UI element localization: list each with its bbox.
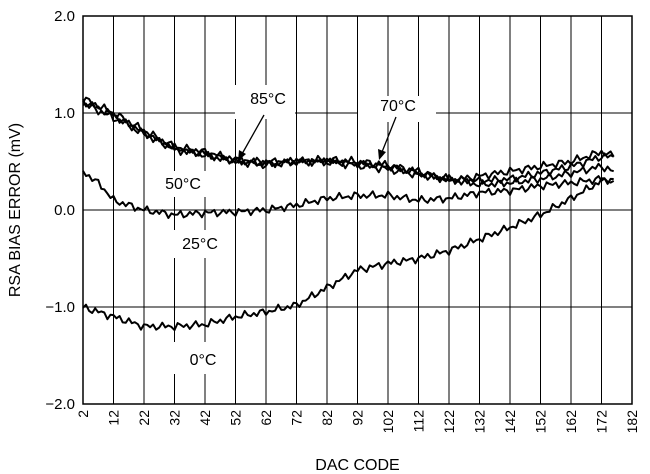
- y-tick-label: 2.0: [54, 8, 75, 25]
- series-line-4: [82, 177, 614, 332]
- x-tick-label: 132: [472, 410, 488, 434]
- annotation-backdrop-2: [149, 171, 217, 197]
- arrow-85c-line: [241, 114, 265, 155]
- annotation-backdrop-3: [166, 230, 232, 258]
- x-tick-label: 72: [289, 410, 305, 426]
- annotation-backdrop-1: [358, 96, 436, 122]
- annotation-label: 0°C: [190, 352, 217, 369]
- annotation-backdrop-0: [235, 85, 295, 119]
- x-tick-label: 152: [533, 410, 549, 434]
- x-tick-labels: 2 12 22 32 42 52 62 72 82 92 102 112 122 132 142 152 162…: [75, 410, 640, 434]
- x-tick-label: 82: [319, 410, 335, 426]
- x-tick-label: 162: [563, 410, 579, 434]
- y-axis-label: RSA BIAS ERROR (mV): [7, 123, 24, 297]
- x-tick-label: 122: [441, 410, 457, 434]
- x-tick-label: 22: [136, 410, 152, 426]
- series-line-0: [82, 96, 615, 185]
- x-tick-label: 52: [228, 410, 244, 426]
- x-tick-label: 112: [411, 410, 427, 433]
- x-tick-label: 172: [594, 410, 610, 434]
- annotation-label: 70°C: [380, 98, 416, 115]
- annotation-label: 25°C: [182, 236, 218, 253]
- series-line-3: [82, 170, 615, 219]
- series-lines: [82, 96, 615, 332]
- grid: [82, 15, 633, 405]
- y-tick-label: 0.0: [54, 202, 75, 219]
- annotations: 85°C 70°C 50°C 25°C 0°C: [149, 85, 436, 374]
- arrow-85c-head: [238, 150, 246, 161]
- x-tick-label: 2: [75, 410, 91, 418]
- arrow-70c-head: [378, 149, 386, 160]
- x-tick-label: 102: [380, 410, 396, 434]
- y-tick-label: 1.0: [54, 105, 75, 122]
- x-tick-label: 182: [624, 410, 640, 434]
- annotation-label: 85°C: [250, 91, 286, 108]
- x-tick-label: 12: [106, 410, 122, 426]
- x-tick-label: 92: [350, 410, 366, 426]
- x-tick-label: 32: [167, 410, 183, 426]
- y-tick-label: −1.0: [45, 299, 75, 316]
- y-tick-labels: 2.0 1.0 0.0 −1.0 −2.0: [45, 8, 75, 413]
- series-line-2: [82, 98, 614, 188]
- annotation-backdrop-4: [173, 342, 233, 374]
- plot-frame: [82, 15, 633, 405]
- x-tick-label: 42: [197, 410, 213, 426]
- x-axis-label: DAC CODE: [315, 457, 399, 474]
- annotation-label: 50°C: [165, 176, 201, 193]
- x-tick-label: 142: [502, 410, 518, 434]
- x-tick-label: 62: [258, 410, 274, 426]
- arrow-70c-line: [381, 116, 397, 153]
- y-tick-label: −2.0: [45, 396, 75, 413]
